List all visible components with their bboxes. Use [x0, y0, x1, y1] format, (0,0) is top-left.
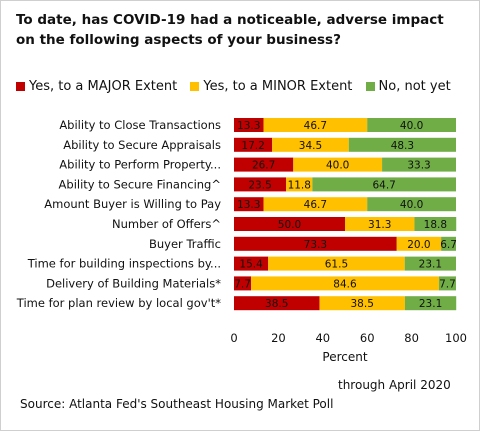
legend-swatch-minor	[190, 82, 200, 91]
category-label: Ability to Secure Appraisals	[63, 138, 221, 152]
legend-swatch-major	[16, 82, 25, 91]
legend-label-minor: Yes, to a MINOR Extent	[203, 79, 353, 94]
data-label: 46.7	[304, 120, 327, 132]
legend-item-no: No, not yet	[365, 79, 451, 94]
data-label: 26.7	[252, 160, 275, 172]
data-label: 13.3	[237, 199, 260, 211]
bar-segment-major	[234, 157, 294, 172]
bar-segment-major	[234, 217, 345, 231]
legend-item-major: Yes, to a MAJOR Extent	[16, 79, 177, 94]
data-label: 50.0	[278, 219, 301, 231]
bar-segment-no	[414, 217, 457, 231]
bar-segment-major	[234, 177, 287, 192]
data-label: 6.7	[440, 239, 457, 251]
data-label: 7.7	[439, 278, 456, 290]
x-tick-label: 20	[271, 331, 286, 345]
bar-segment-major	[234, 137, 273, 152]
x-tick-label: 80	[404, 331, 419, 345]
data-label: 64.7	[372, 179, 395, 191]
bar-segment-no	[438, 276, 456, 291]
source-note: Source: Atlanta Fed's Southeast Housing …	[20, 397, 334, 411]
data-label: 61.5	[325, 259, 348, 271]
data-label: 13.3	[237, 120, 260, 132]
bar-segment-major	[234, 236, 397, 251]
chart-title: To date, has COVID-19 had a noticeable, …	[16, 12, 444, 48]
bar-segment-minor	[268, 256, 405, 271]
bar-segment-no	[367, 118, 456, 132]
bar-segment-major	[234, 197, 264, 212]
category-label: Number of Offers^	[112, 217, 221, 231]
category-label: Delivery of Building Materials*	[46, 276, 221, 290]
x-tick-label: 0	[230, 331, 237, 345]
legend-item-minor: Yes, to a MINOR Extent	[190, 79, 352, 94]
bar-segment-minor	[263, 197, 368, 212]
data-label: 15.4	[239, 259, 263, 271]
x-tick-label: 100	[445, 331, 467, 345]
data-label: 40.0	[400, 120, 423, 132]
data-label: 40.0	[400, 199, 423, 211]
legend-label-major: Yes, to a MAJOR Extent	[29, 79, 178, 94]
x-axis-ticks-group: 0 20 40 60 80 100	[230, 331, 467, 345]
chart-legend: Yes, to a MAJOR Extent Yes, to a MINOR E…	[16, 79, 460, 95]
bar-segment-no	[367, 197, 456, 212]
bar-segment-no	[441, 236, 456, 251]
bar-segment-minor	[272, 137, 349, 152]
category-label: Ability to Perform Property...	[59, 158, 221, 172]
bar-segment-no	[312, 177, 456, 192]
data-label: 73.3	[304, 239, 327, 251]
category-label: Buyer Traffic	[149, 237, 221, 251]
data-label: 20.0	[407, 239, 430, 251]
bar-segment-no	[382, 157, 456, 172]
category-label: Ability to Close Transactions	[59, 118, 221, 132]
bar-segment-no	[404, 256, 456, 271]
category-label: Amount Buyer is Willing to Pay	[44, 197, 221, 211]
data-label: 46.7	[304, 199, 327, 211]
data-label: 31.3	[368, 219, 391, 231]
x-axis-label: Percent	[322, 350, 367, 364]
date-note: through April 2020	[338, 378, 451, 392]
bar-segment-no	[348, 137, 456, 152]
data-label: 23.5	[248, 179, 271, 191]
bar-segment-major	[234, 256, 269, 271]
bars-group: 13.3 46.7 40.0 17.2 34.5 48.3 26.7 40.0 33.3 23.5…	[234, 118, 457, 311]
legend-swatch-no	[365, 82, 375, 91]
bar-segment-major	[234, 118, 264, 132]
category-label: Ability to Secure Financing^	[59, 177, 221, 191]
data-label: 38.5	[351, 298, 374, 310]
bar-segment-major	[234, 276, 252, 291]
data-label: 40.0	[326, 160, 349, 172]
bar-segment-minor	[293, 157, 383, 172]
x-tick-label: 60	[360, 331, 375, 345]
bar-segment-no	[404, 296, 457, 311]
data-label: 33.3	[407, 160, 430, 172]
bar-segment-minor	[319, 296, 405, 311]
data-label: 11.8	[288, 179, 311, 191]
category-label: Time for plan review by local gov't*	[16, 296, 221, 310]
bar-segment-minor	[396, 236, 442, 251]
bar-segment-minor	[251, 276, 439, 291]
category-labels-group: Ability to Close Transactions Ability to …	[16, 118, 221, 310]
legend-label-no: No, not yet	[378, 79, 451, 94]
data-label: 17.2	[241, 140, 264, 152]
data-label: 18.8	[424, 219, 447, 231]
bar-segment-minor	[286, 177, 313, 192]
bar-segment-minor	[263, 118, 368, 132]
data-label: 34.5	[299, 140, 322, 152]
x-tick-label: 40	[315, 331, 330, 345]
category-label: Time for building inspections by...	[27, 257, 221, 271]
data-label: 38.5	[265, 298, 288, 310]
data-label: 23.1	[419, 298, 442, 310]
data-label: 48.3	[391, 140, 414, 152]
data-label: 84.6	[333, 278, 357, 290]
bar-segment-minor	[345, 217, 415, 231]
data-label: 7.7	[234, 278, 251, 290]
bar-segment-major	[234, 296, 320, 311]
data-label: 23.1	[419, 259, 442, 271]
